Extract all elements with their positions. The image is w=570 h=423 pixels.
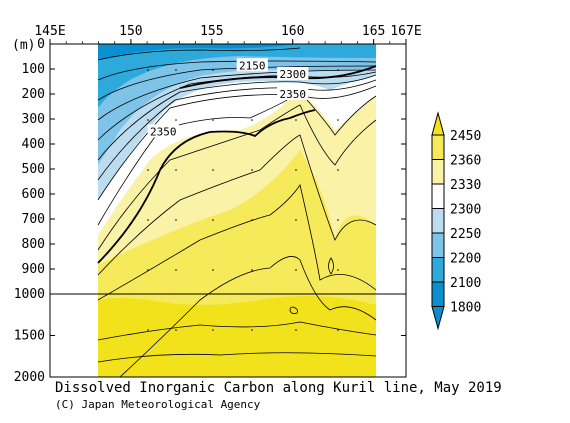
- colorbar-band-4: [431, 232, 445, 258]
- colorbar-band-2: [431, 183, 445, 209]
- chart-title: Dissolved Inorganic Carbon along Kuril l…: [55, 380, 502, 396]
- contour-label-bg-0: [236, 58, 268, 72]
- contour-label-1: 2300: [279, 68, 306, 81]
- x-tick-label-1: 150: [119, 24, 142, 39]
- y-tick-label-12: 2000: [14, 370, 45, 385]
- y-axis-unit: (m): [12, 38, 35, 53]
- chart-credit: (C) Japan Meteorological Agency: [55, 398, 261, 411]
- x-tick-label-2: 155: [200, 24, 223, 39]
- y-tick-label-11: 1500: [14, 329, 45, 344]
- y-tick-label-3: 300: [22, 112, 45, 127]
- colorbar-label-6: 2100: [450, 276, 481, 291]
- colorbar-label-3: 2300: [450, 203, 481, 218]
- colorbar-label-0: 2450: [450, 129, 481, 144]
- colorbar-label-7: 1800: [450, 301, 481, 316]
- colorbar-label-1: 2360: [450, 154, 481, 169]
- y-axis: 0 100 200 300 400 500 600 700 800 900 1000 1500 2000: [14, 37, 406, 385]
- dic-section-fill: [97, 44, 377, 377]
- x-tick-label-3: 160: [281, 24, 304, 39]
- contour-label-bg-2: [277, 87, 309, 100]
- y-tick-label-0: 0: [37, 37, 45, 52]
- y-tick-label-7: 700: [22, 212, 45, 227]
- contour-labels: 2150 2300 2350 2350: [147, 58, 309, 139]
- colorbar-band-1: [431, 159, 445, 185]
- y-tick-label-6: 600: [22, 187, 45, 202]
- colorbar-band-6: [431, 281, 445, 307]
- colorbar-cap-bottom: [431, 306, 445, 331]
- x-tick-label-5: 167E: [390, 24, 421, 39]
- y-tick-label-1: 100: [22, 62, 45, 77]
- y-tick-label-10: 1000: [14, 287, 45, 302]
- y-tick-label-9: 900: [22, 262, 45, 277]
- colorbar-label-2: 2330: [450, 178, 481, 193]
- colorbar-band-0: [431, 134, 445, 160]
- fill-2200: [98, 44, 376, 165]
- y-tick-label-2: 200: [22, 87, 45, 102]
- contour-label-bg-1: [277, 67, 309, 80]
- colorbar-label-4: 2250: [450, 227, 481, 242]
- contour-label-0: 2150: [239, 59, 266, 72]
- contour-label-bg-3: [147, 124, 179, 138]
- y-tick-label-8: 800: [22, 237, 45, 252]
- colorbar-band-5: [431, 257, 445, 283]
- colorbar-band-3: [431, 208, 445, 234]
- colorbar-label-5: 2200: [450, 252, 481, 267]
- contour-label-2: 2350: [279, 88, 306, 101]
- x-tick-label-4: 165: [362, 24, 385, 39]
- colorbar-cap-top: [431, 111, 445, 136]
- x-tick-label-0: 145E: [34, 24, 65, 39]
- colorbar: 2450 2360 2330 2300 2250 2200 2100 1800: [431, 111, 481, 331]
- x-axis: 145E 150 155 160 165 167E: [34, 24, 422, 44]
- y-tick-label-5: 500: [22, 162, 45, 177]
- y-tick-label-4: 400: [22, 137, 45, 152]
- contour-label-3: 2350: [150, 126, 177, 139]
- fill-2100: [98, 44, 376, 108]
- fill-1800: [98, 44, 300, 60]
